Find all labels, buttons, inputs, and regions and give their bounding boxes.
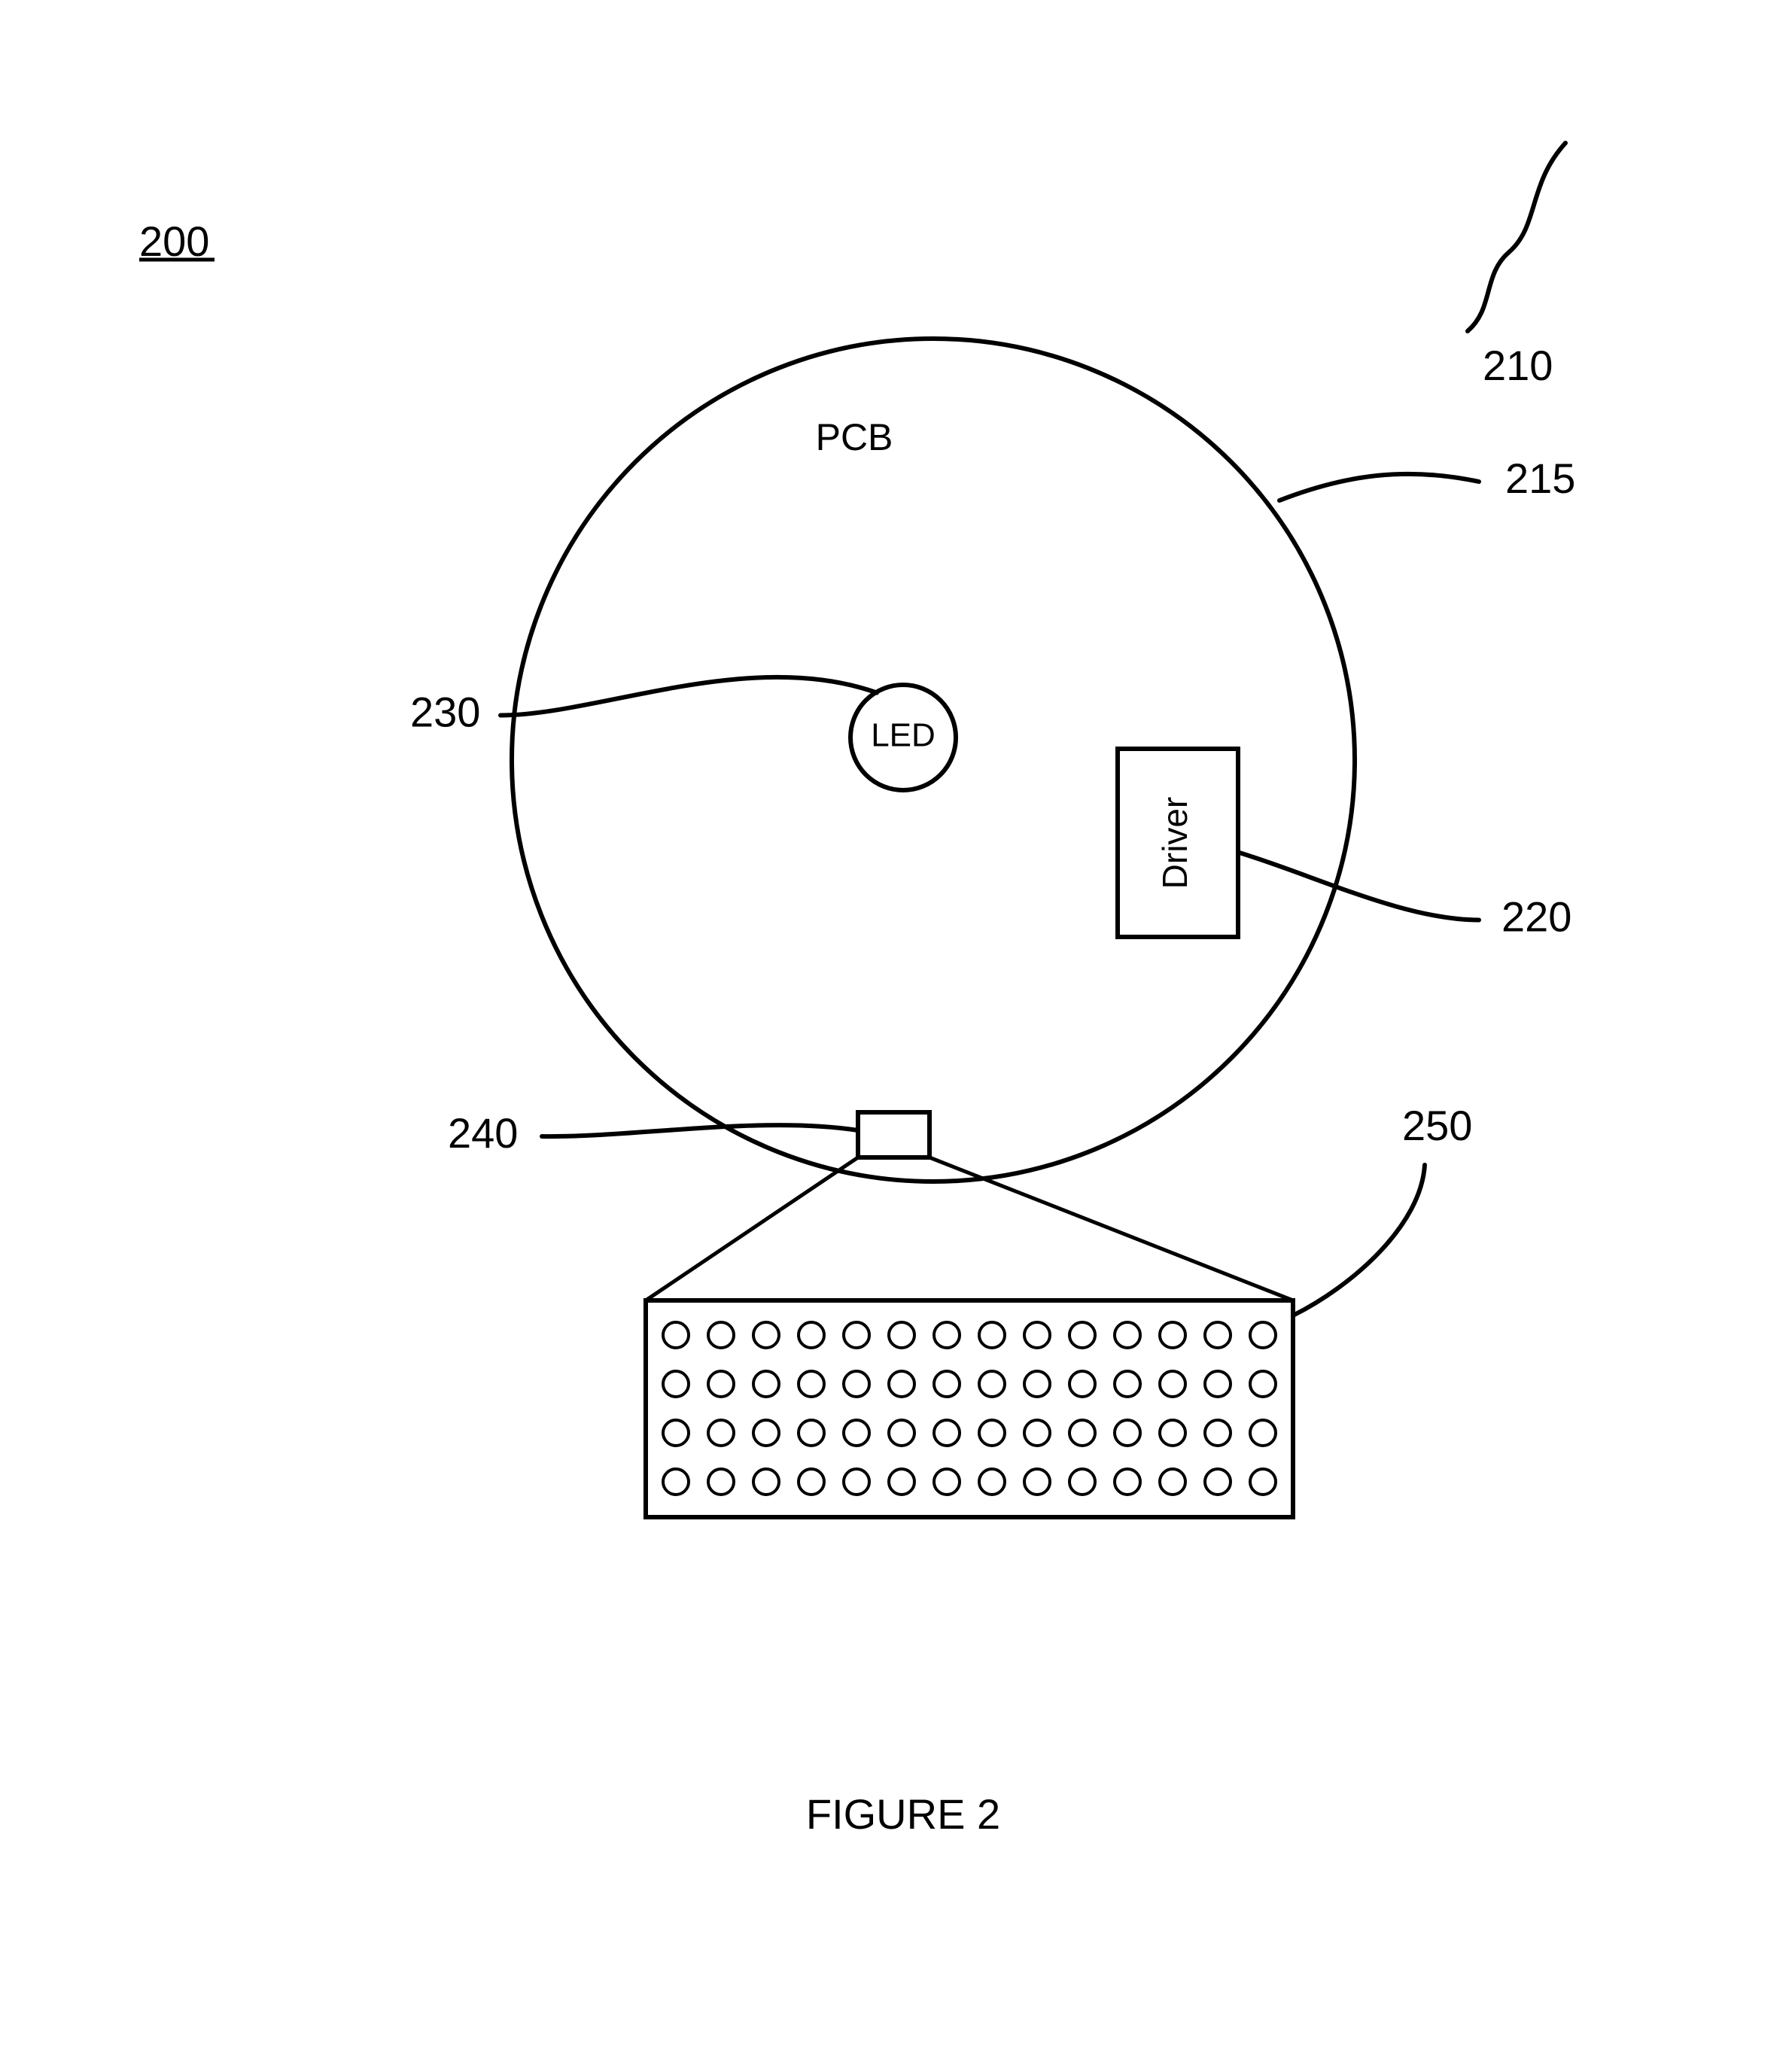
- sensor-chip: [858, 1112, 929, 1157]
- label-215: 215: [1505, 455, 1575, 502]
- label-210: 210: [1483, 342, 1553, 389]
- label-230: 230: [410, 688, 480, 735]
- leader-215: [1279, 474, 1479, 500]
- figure-ref: 200: [139, 217, 209, 265]
- label-250: 250: [1402, 1102, 1472, 1149]
- leader-squiggle-210: [1468, 143, 1565, 331]
- detail-panel: [646, 1300, 1293, 1517]
- figure-title: FIGURE 2: [806, 1790, 1000, 1838]
- driver-label: Driver: [1155, 797, 1194, 890]
- label-220: 220: [1501, 893, 1571, 940]
- pcb-label: PCB: [816, 416, 893, 458]
- led-label: LED: [871, 717, 936, 754]
- leader-250: [1293, 1165, 1425, 1315]
- label-240: 240: [448, 1109, 518, 1157]
